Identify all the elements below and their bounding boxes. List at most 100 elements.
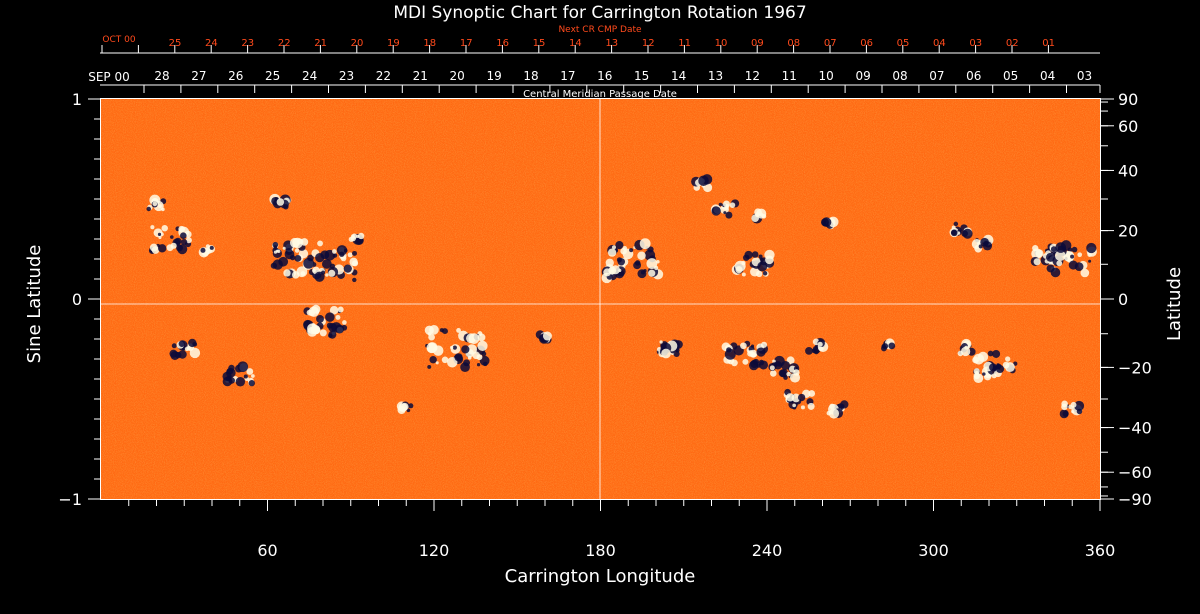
next-cmp-date-label: 08 [787, 38, 800, 49]
x-tick-label: 60 [257, 541, 277, 560]
negative-flux-blob [950, 229, 958, 237]
next-cmp-date-label: 09 [751, 38, 764, 49]
negative-flux-blob [235, 377, 246, 387]
positive-flux-blob [315, 310, 320, 314]
negative-flux-blob [723, 211, 727, 215]
next-cmp-date-label: 04 [933, 38, 946, 49]
positive-flux-blob [427, 332, 432, 336]
negative-flux-blob [169, 349, 178, 358]
negative-flux-blob [322, 259, 332, 269]
cmp-date-label: 05 [1003, 69, 1018, 83]
negative-flux-blob [724, 348, 736, 360]
positive-flux-blob [807, 402, 815, 410]
positive-flux-blob [348, 236, 354, 242]
negative-flux-blob [1071, 246, 1078, 253]
positive-flux-blob [610, 265, 621, 275]
next-cmp-date-label: 12 [642, 38, 655, 49]
y-left-tick-label: 0 [72, 290, 82, 309]
next-cmp-date-label: 23 [241, 38, 254, 49]
negative-flux-blob [758, 254, 763, 259]
negative-flux-blob [209, 245, 214, 250]
next-cmp-date-label: 05 [897, 38, 910, 49]
negative-flux-blob [429, 356, 437, 364]
negative-flux-blob [644, 249, 656, 261]
positive-flux-blob [960, 346, 971, 357]
x-tick-label: 120 [419, 541, 450, 560]
negative-flux-blob [711, 206, 721, 216]
next-cmp-date-label: 17 [460, 38, 473, 49]
positive-flux-blob [152, 201, 158, 207]
positive-flux-blob [178, 225, 185, 233]
positive-flux-blob [639, 238, 651, 250]
y-right-tick-label: 40 [1118, 161, 1138, 180]
positive-flux-blob [741, 260, 746, 266]
positive-flux-blob [659, 340, 663, 344]
cmp-ticks: 28 27 26 25 24 23 22 21 20 19 18 17 16 15 14 13 12 11 10 09… [143, 69, 1101, 93]
negative-flux-blob [698, 175, 709, 186]
cmp-date-label: 20 [450, 69, 465, 83]
positive-flux-blob [294, 248, 300, 253]
next-cmp-date-label: 19 [387, 38, 400, 49]
positive-flux-blob [340, 255, 347, 262]
y-left-tick-label: −1 [58, 490, 82, 509]
x-tick-label: 180 [585, 541, 616, 560]
negative-flux-blob [226, 367, 236, 378]
negative-flux-blob [171, 343, 177, 349]
negative-flux-blob [328, 330, 337, 339]
negative-flux-blob [314, 271, 325, 282]
cmp-date-label: 16 [597, 69, 612, 83]
next-cmp-date-label: 10 [715, 38, 728, 49]
positive-flux-blob [300, 238, 309, 246]
cmp-date-label: 07 [929, 69, 944, 83]
positive-flux-blob [661, 348, 671, 359]
positive-flux-blob [273, 250, 278, 254]
negative-flux-blob [1062, 410, 1069, 417]
cmp-date-label: 18 [523, 69, 538, 83]
negative-flux-blob [325, 312, 335, 322]
positive-flux-blob [329, 306, 339, 315]
negative-flux-blob [987, 350, 994, 357]
positive-flux-blob [760, 341, 768, 348]
next-cmp-date-label: 25 [169, 38, 182, 49]
negative-flux-blob [294, 254, 302, 262]
positive-flux-blob [785, 393, 795, 402]
x-tick-label: 360 [1085, 541, 1116, 560]
positive-flux-blob [468, 333, 480, 344]
positive-flux-blob [648, 269, 656, 277]
cmp-axis-label: Central Meridian Passage Date [523, 89, 677, 100]
cmp-date-label: 06 [966, 69, 981, 83]
positive-flux-blob [351, 260, 359, 267]
positive-flux-blob [983, 372, 992, 381]
negative-flux-blob [634, 260, 641, 266]
positive-flux-blob [328, 269, 336, 277]
negative-flux-blob [992, 350, 1001, 358]
negative-flux-blob [336, 245, 348, 256]
next-cmp-axis-label: Next CR CMP Date [558, 25, 642, 35]
positive-flux-blob [189, 347, 201, 359]
cmp-date-label: 27 [191, 69, 206, 83]
positive-flux-blob [1005, 362, 1015, 373]
negative-flux-blob [1055, 242, 1067, 253]
negative-flux-blob [178, 340, 186, 347]
negative-flux-blob [452, 345, 457, 350]
next-cmp-date-label: 20 [351, 38, 364, 49]
positive-flux-blob [456, 328, 461, 333]
positive-flux-blob [150, 225, 155, 230]
positive-flux-blob [337, 306, 344, 313]
negative-flux-blob [479, 355, 490, 366]
y-right-tick-label: −60 [1118, 463, 1152, 482]
negative-flux-blob [176, 244, 183, 252]
chart-title: MDI Synoptic Chart for Carrington Rotati… [393, 3, 806, 23]
positive-flux-blob [1056, 260, 1063, 267]
positive-flux-blob [149, 243, 158, 252]
y-axis-left: 1 0 −1 [58, 90, 100, 509]
y-left-tick-label: 1 [72, 90, 82, 109]
positive-flux-blob [332, 249, 337, 254]
positive-flux-blob [605, 258, 614, 267]
cmp-date-label: 24 [302, 69, 317, 83]
positive-flux-blob [542, 331, 552, 341]
positive-flux-blob [769, 370, 777, 377]
negative-flux-blob [673, 350, 680, 357]
negative-flux-blob [307, 254, 314, 262]
positive-flux-blob [319, 329, 327, 337]
